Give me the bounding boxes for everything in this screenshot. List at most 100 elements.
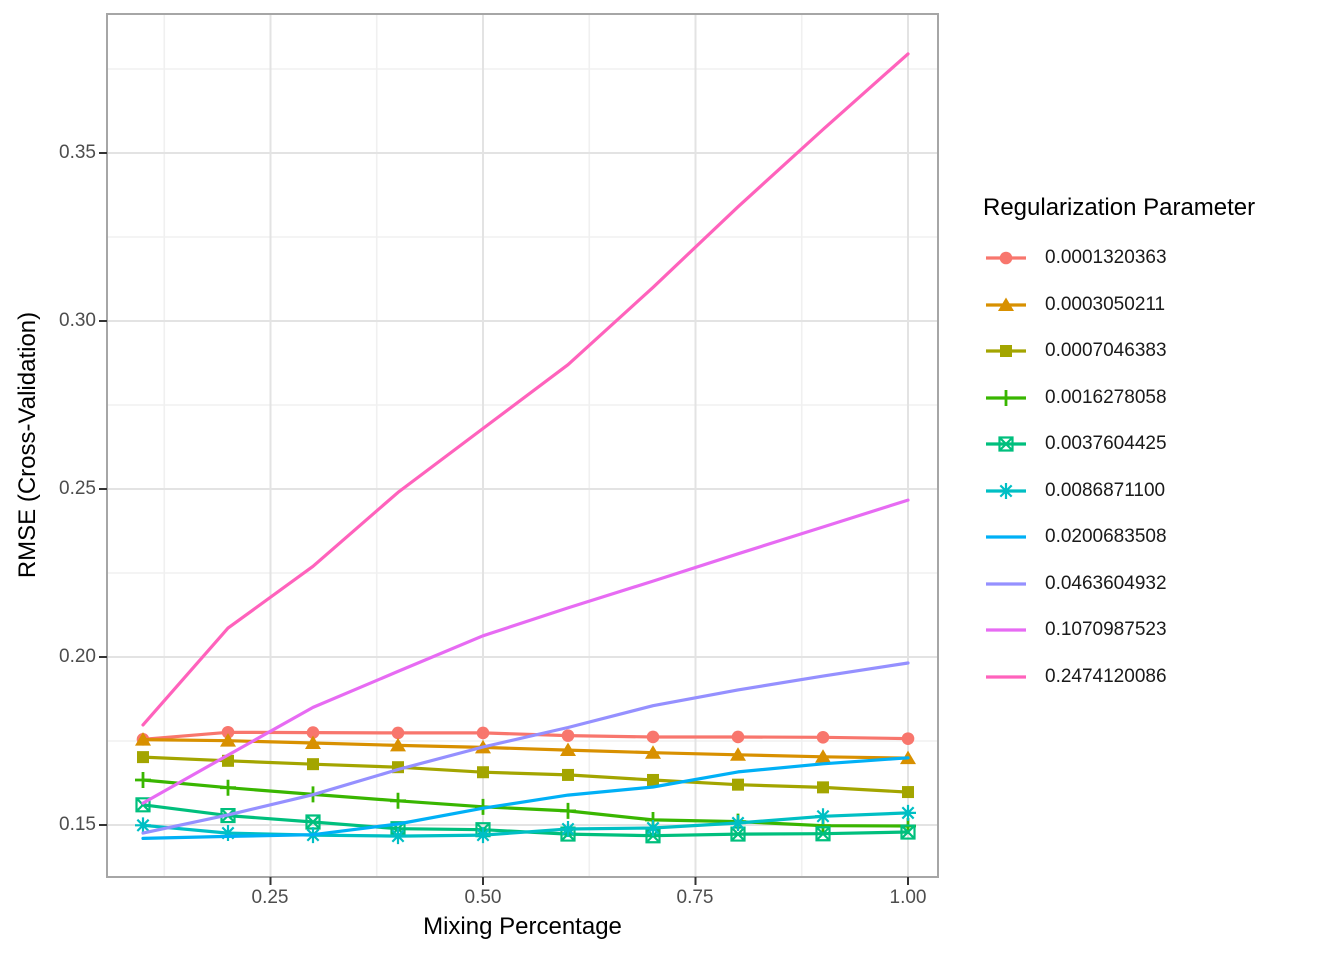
asterisk-marker — [998, 482, 1014, 499]
plus-marker — [219, 779, 236, 796]
box-x-marker — [305, 814, 321, 830]
legend-label: 0.2474120086 — [1045, 665, 1167, 687]
legend-key — [986, 345, 1026, 358]
series-line — [141, 52, 910, 727]
asterisk-marker — [134, 817, 151, 834]
circle-marker — [306, 726, 320, 739]
legend-label: 0.0016278058 — [1045, 386, 1167, 408]
asterisk-marker — [390, 828, 406, 845]
legend-label: 0.0007046383 — [1045, 340, 1167, 362]
x-axis-title: Mixing Percentage — [423, 913, 622, 940]
series-line — [141, 661, 910, 835]
triangle-marker — [304, 735, 321, 750]
legend-entry: 0.0003050211 — [983, 282, 1167, 329]
legend-entry: 0.0007046383 — [983, 328, 1167, 375]
triangle-marker — [645, 745, 662, 759]
legend-label: 0.1070987523 — [1045, 619, 1167, 641]
legend-key — [986, 675, 1026, 679]
panel-border — [106, 13, 939, 878]
triangle-marker — [560, 742, 577, 757]
x-tick-label: 0.75 — [676, 887, 714, 908]
triangle-marker — [134, 732, 151, 746]
legend-key — [986, 389, 1026, 406]
legend-key — [986, 436, 1026, 452]
series-line — [141, 498, 910, 805]
y-tick-label: 0.25 — [59, 478, 96, 499]
circle-marker — [901, 732, 915, 745]
x-tick-label: 0.25 — [251, 887, 289, 908]
x-tick-label: 1.00 — [889, 887, 927, 908]
square-marker — [136, 751, 149, 764]
legend-key — [986, 482, 1026, 499]
legend: 0.0001320363 0.0003050211 0.0007046383 0.00… — [983, 235, 1167, 700]
asterisk-marker — [560, 821, 577, 838]
triangle-marker — [998, 297, 1014, 311]
y-tick-label: 0.30 — [59, 310, 96, 331]
series-line — [141, 756, 910, 841]
triangle-marker — [219, 733, 236, 747]
legend-entry: 0.2474120086 — [983, 654, 1167, 701]
y-tick-label: 0.15 — [59, 814, 96, 835]
legend-label: 0.0086871100 — [1045, 479, 1166, 501]
plus-marker — [560, 802, 577, 819]
square-marker — [1000, 345, 1012, 358]
legend-key — [986, 251, 1026, 265]
plus-marker — [134, 771, 151, 788]
triangle-marker — [389, 737, 406, 752]
legend-entry: 0.0200683508 — [983, 514, 1167, 561]
box-x-marker — [900, 824, 916, 840]
series-line — [141, 737, 910, 760]
circle-marker — [646, 730, 660, 744]
series-line — [141, 755, 910, 794]
square-marker — [732, 778, 745, 791]
legend-entry: 0.0001320363 — [983, 235, 1167, 282]
box-x-marker — [815, 826, 831, 842]
square-marker — [562, 768, 575, 781]
circle-marker — [221, 725, 235, 739]
square-marker — [902, 786, 915, 799]
asterisk-marker — [900, 804, 917, 821]
circle-marker — [731, 730, 745, 744]
triangle-marker — [730, 747, 747, 761]
legend-entry: 0.0037604425 — [983, 421, 1167, 468]
box-x-marker — [730, 826, 746, 842]
legend-entry: 0.1070987523 — [983, 607, 1167, 654]
circle-marker — [391, 726, 405, 740]
y-tick-label: 0.35 — [59, 142, 96, 163]
square-marker — [306, 758, 319, 771]
y-axis-title: RMSE (Cross-Validation) — [14, 311, 41, 579]
circle-marker — [816, 730, 830, 744]
triangle-marker — [815, 749, 832, 763]
square-marker — [477, 766, 490, 779]
asterisk-marker — [645, 820, 662, 837]
box-x-marker — [998, 436, 1014, 452]
legend-label: 0.0463604932 — [1045, 572, 1167, 594]
legend-entry: 0.0016278058 — [983, 375, 1167, 422]
legend-title: Regularization Parameter — [983, 194, 1256, 221]
asterisk-marker — [815, 808, 832, 825]
legend-key — [986, 297, 1026, 311]
asterisk-marker — [219, 825, 236, 842]
circle-marker — [561, 729, 575, 742]
plus-marker — [390, 792, 406, 809]
plus-marker — [998, 389, 1014, 406]
legend-label: 0.0003050211 — [1045, 293, 1166, 315]
square-marker — [817, 781, 830, 794]
square-marker — [647, 773, 660, 786]
legend-key — [986, 582, 1026, 586]
legend-entry: 0.0463604932 — [983, 561, 1167, 608]
circle-marker — [476, 726, 490, 740]
y-tick-label: 0.20 — [59, 646, 96, 667]
legend-label: 0.0037604425 — [1045, 433, 1167, 455]
legend-entry: 0.0086871100 — [983, 468, 1167, 515]
legend-key — [986, 628, 1026, 632]
legend-label: 0.0001320363 — [1045, 247, 1167, 269]
x-tick-label: 0.50 — [464, 887, 502, 908]
asterisk-marker — [730, 814, 747, 831]
series-line — [141, 778, 910, 828]
legend-key — [986, 535, 1026, 539]
asterisk-marker — [475, 827, 491, 844]
legend-label: 0.0200683508 — [1045, 526, 1167, 548]
